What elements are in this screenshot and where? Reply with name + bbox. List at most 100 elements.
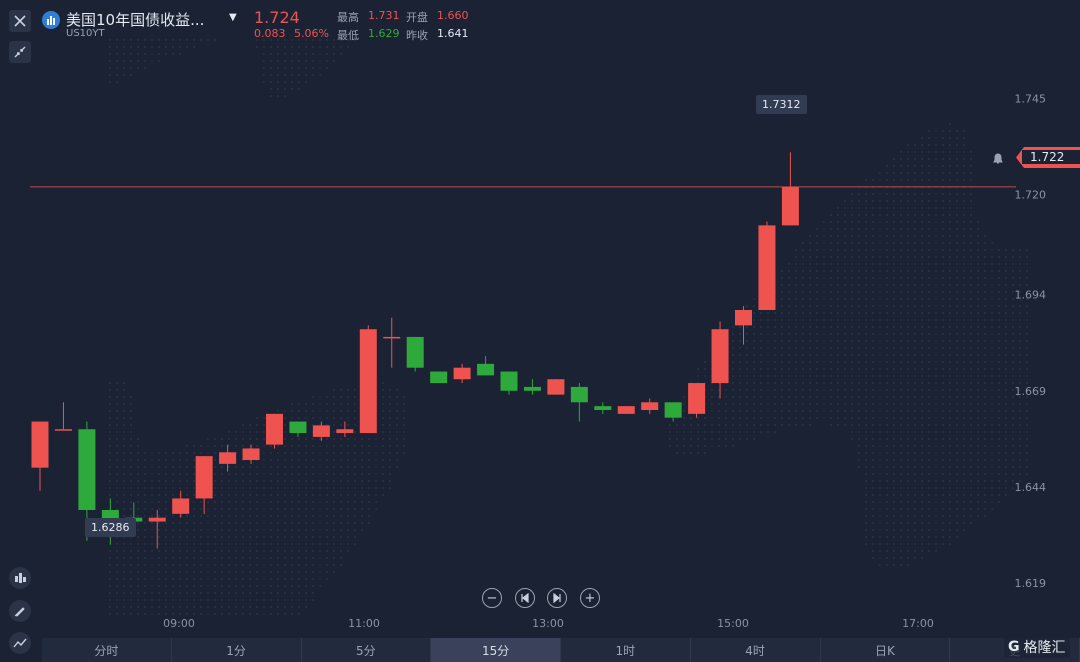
candle <box>195 456 213 514</box>
candle <box>664 402 682 422</box>
candle <box>406 336 424 372</box>
candle <box>383 317 401 368</box>
bell-icon[interactable] <box>988 148 1008 168</box>
candle <box>688 383 706 418</box>
candles-icon <box>15 573 26 583</box>
candle-body <box>101 510 119 522</box>
world-map-watermark <box>109 39 1028 615</box>
time-tick-label: 17:00 <box>902 617 934 630</box>
candle-body <box>195 456 213 499</box>
close-button[interactable] <box>9 10 31 32</box>
candle-body <box>289 421 307 434</box>
skip-back-icon <box>521 593 529 603</box>
current-price-tag: 1.722 <box>1030 150 1065 164</box>
price-change: 0.083 <box>254 27 286 40</box>
close-icon <box>14 15 26 27</box>
price-tick-label: 1.669 <box>1015 385 1047 398</box>
candle <box>547 379 565 395</box>
candle <box>54 402 72 431</box>
timeframe-tab[interactable]: 15分 <box>431 638 561 662</box>
prev-close-label: 昨收 <box>406 29 428 42</box>
candle <box>500 371 518 395</box>
timeframe-tab[interactable]: 1分 <box>172 638 302 662</box>
candle <box>735 306 752 345</box>
timeframe-tab[interactable]: 日K <box>821 638 951 662</box>
candle-body <box>523 386 541 391</box>
logo-icon: G <box>1008 639 1020 655</box>
time-tick-label: 09:00 <box>163 617 195 630</box>
candle-body <box>641 402 659 410</box>
watermark: G 格隆汇 <box>1004 636 1070 658</box>
candle-body <box>172 498 190 514</box>
candle <box>758 221 776 310</box>
candle-body <box>336 429 354 434</box>
zoom-in-button[interactable]: + <box>580 588 600 608</box>
timeframe-tab[interactable]: 5分 <box>302 638 432 662</box>
time-axis: 09:00 11:00 13:00 15:00 17:00 <box>163 617 934 630</box>
candle <box>523 379 541 395</box>
candle <box>219 444 237 472</box>
candle <box>711 321 729 399</box>
candle-body <box>547 379 565 395</box>
candle-body <box>78 429 96 510</box>
prev-close-value: 1.641 <box>437 27 469 40</box>
candle-body <box>781 186 799 226</box>
candle-body <box>383 336 401 339</box>
draw-button[interactable] <box>9 600 31 622</box>
indicator-button[interactable] <box>9 567 31 589</box>
candle-body <box>477 363 495 376</box>
price-axis: 1.745 1.720 1.694 1.669 1.644 1.619 <box>1015 92 1047 590</box>
low-value: 1.629 <box>368 27 400 40</box>
candle-body <box>688 383 706 414</box>
candle-body <box>242 448 260 460</box>
time-tick-label: 11:00 <box>348 617 380 630</box>
instrument-title[interactable]: 美国10年国债收益... <box>66 11 205 29</box>
candle <box>289 421 307 437</box>
timeframe-tab[interactable]: 1时 <box>561 638 691 662</box>
open-value: 1.660 <box>437 9 469 22</box>
candle <box>266 413 283 449</box>
candle-body <box>430 371 448 384</box>
chevron-down-icon[interactable]: ▼ <box>229 12 237 23</box>
collapse-icon <box>14 46 26 58</box>
current-price-tag-inner <box>1022 150 1080 164</box>
instrument-symbol: US10YT <box>66 28 105 39</box>
candle <box>31 421 49 491</box>
candle-body <box>500 371 518 391</box>
price-tick-label: 1.644 <box>1015 481 1047 494</box>
candle <box>242 444 260 464</box>
time-tick-label: 15:00 <box>717 617 749 630</box>
candle <box>477 356 495 376</box>
candle <box>617 406 635 414</box>
open-label: 开盘 <box>406 11 428 24</box>
studies-button[interactable] <box>9 632 31 654</box>
collapse-button[interactable] <box>9 41 31 63</box>
candle <box>359 325 377 434</box>
timeframe-tab[interactable]: 4时 <box>691 638 821 662</box>
candle <box>594 402 612 414</box>
timeframe-tab[interactable]: 分时 <box>42 638 172 662</box>
candle-body <box>312 425 330 437</box>
scroll-end-button[interactable] <box>547 588 567 608</box>
candle-body <box>219 452 237 464</box>
candle-body <box>148 517 166 522</box>
candle-body <box>664 402 682 418</box>
candle-body <box>266 413 283 445</box>
price-change-pct: 5.06% <box>294 27 329 40</box>
candle-body <box>359 329 377 434</box>
candle-body <box>735 310 752 326</box>
candle-body <box>31 421 49 468</box>
zoom-out-button[interactable]: − <box>482 588 502 608</box>
candle <box>453 363 471 384</box>
candle-body <box>758 225 776 310</box>
high-value: 1.731 <box>368 9 400 22</box>
candle <box>336 421 354 437</box>
candle-body <box>406 336 424 368</box>
watermark-text: 格隆汇 <box>1023 640 1066 656</box>
symbol-logo <box>42 11 60 29</box>
candle-body <box>453 367 471 380</box>
time-tick-label: 13:00 <box>532 617 564 630</box>
scroll-start-button[interactable] <box>515 588 535 608</box>
candle-body <box>617 406 635 414</box>
